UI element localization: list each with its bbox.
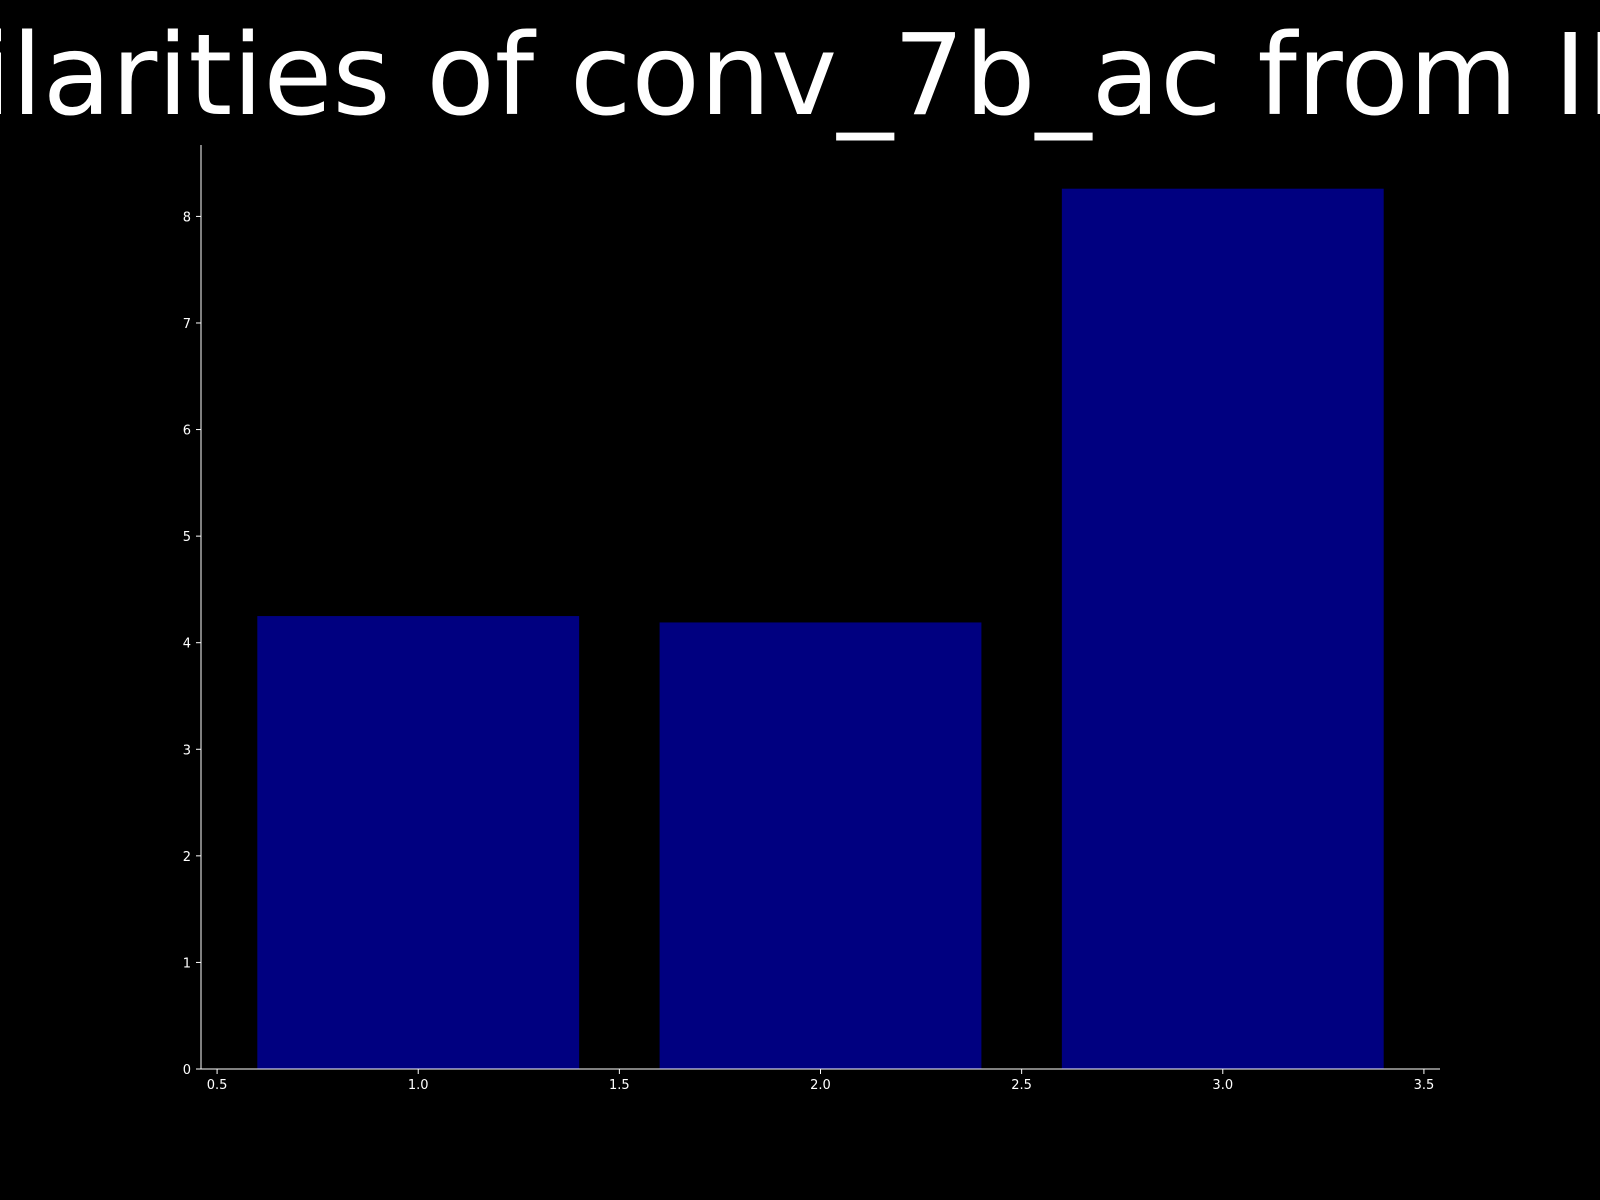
chart-title: ilarities of conv_7b_ac from II xyxy=(0,11,1600,141)
x-tick-label-2: 1.5 xyxy=(609,1078,630,1093)
y-tick-label-3: 3 xyxy=(183,743,191,758)
bar-3 xyxy=(1061,188,1384,1069)
y-tick-label-6: 6 xyxy=(183,424,191,439)
y-tick-label-2: 2 xyxy=(183,850,191,865)
y-tick-label-0: 0 xyxy=(183,1063,191,1078)
x-tick-label-5: 3.0 xyxy=(1212,1078,1233,1093)
x-tick-label-6: 3.5 xyxy=(1414,1078,1435,1093)
x-tick-label-0: 0.5 xyxy=(207,1078,228,1093)
y-tick-label-4: 4 xyxy=(183,637,191,652)
x-tick-label-1: 1.0 xyxy=(408,1078,429,1093)
y-tick-label-7: 7 xyxy=(183,317,191,332)
y-tick-label-1: 1 xyxy=(183,956,191,971)
x-tick-label-4: 2.5 xyxy=(1011,1078,1032,1093)
bar-1 xyxy=(257,616,580,1069)
bar-2 xyxy=(659,622,982,1069)
y-tick-label-8: 8 xyxy=(183,210,191,225)
y-tick-label-5: 5 xyxy=(183,530,191,545)
x-tick-label-3: 2.0 xyxy=(810,1078,831,1093)
